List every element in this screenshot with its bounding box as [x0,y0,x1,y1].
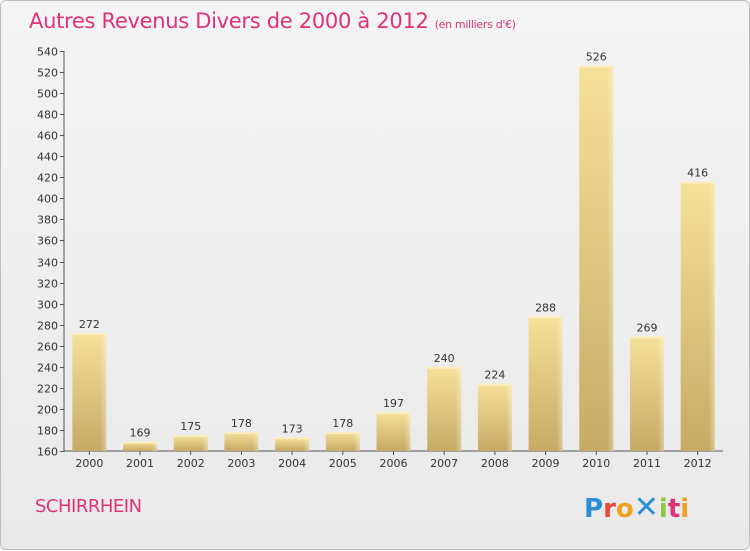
bar-highlight-2012 [708,181,715,452]
value-label-2007: 240 [434,352,455,365]
bar-2005 [325,432,360,451]
bar-2004 [275,437,310,451]
proxiti-logo: Pro✕iti [584,490,690,525]
x-tick-label-2008: 2008 [481,457,509,470]
bar-highlight-2006 [404,412,411,451]
bar-cap-2008 [477,383,512,386]
bar-cap-2009 [528,316,563,319]
bar-cap-2004 [275,437,310,440]
value-label-2003: 178 [231,417,252,430]
bar-highlight-2001 [151,441,158,451]
y-tick-label: 520 [37,67,58,80]
bar-cap-2005 [325,432,360,435]
bar-cap-2006 [376,412,411,415]
bar-cap-2003 [224,432,259,435]
bar-highlight-2007 [455,366,462,451]
y-tick-label: 420 [37,172,58,185]
value-label-2006: 197 [383,397,404,410]
x-tick-label-2010: 2010 [582,457,610,470]
bar-highlight-2003 [252,432,259,451]
y-tick-label: 180 [37,425,58,438]
value-label-2011: 269 [636,321,657,334]
y-tick-label: 400 [37,193,58,206]
x-tick-label-2004: 2004 [278,457,306,470]
bar-2001 [123,441,158,451]
bar-highlight-2011 [657,336,664,451]
commune-name: SCHIRRHEIN [35,496,142,517]
y-tick-label: 320 [37,278,58,291]
bar-highlight-2004 [303,437,310,451]
value-label-2001: 169 [130,427,151,440]
value-label-2010: 526 [586,51,607,64]
y-tick-label: 220 [37,383,58,396]
y-tick-label: 260 [37,341,58,354]
x-tick-label-2011: 2011 [633,457,661,470]
y-tick-label: 380 [37,214,58,227]
value-label-2012: 416 [687,167,708,180]
bar-cap-2000 [72,333,107,336]
value-label-2008: 224 [484,369,505,382]
x-tick-label-2001: 2001 [126,457,154,470]
x-tick-label-2005: 2005 [329,457,357,470]
x-tick-label-2007: 2007 [430,457,458,470]
y-tick-label: 360 [37,235,58,248]
bar-highlight-2010 [607,65,614,451]
y-tick-label: 540 [37,46,58,59]
chart-title: Autres Revenus Divers de 2000 à 2012 (en … [29,9,516,33]
bar-cap-2002 [173,435,208,438]
bar-highlight-2008 [505,383,512,451]
y-tick-label: 300 [37,299,58,312]
y-tick-label: 500 [37,88,58,101]
y-tick-label: 440 [37,151,58,164]
bar-2003 [224,432,259,451]
x-tick-label-2003: 2003 [227,457,255,470]
y-tick-label: 240 [37,362,58,375]
x-tick-label-2012: 2012 [684,457,712,470]
x-tick-label-2009: 2009 [532,457,560,470]
bar-highlight-2009 [556,316,563,451]
bar-cap-2012 [680,181,715,184]
value-label-2000: 272 [79,318,100,331]
bar-cap-2010 [579,65,614,68]
bar-highlight-2000 [100,333,107,451]
bar-cap-2007 [427,366,462,369]
bar-cap-2011 [629,336,664,339]
value-label-2002: 175 [180,420,201,433]
value-label-2005: 178 [332,417,353,430]
value-label-2009: 288 [535,301,556,314]
bar-highlight-2005 [353,432,360,451]
value-label-2004: 173 [282,422,303,435]
x-tick-label-2002: 2002 [177,457,205,470]
y-tick-label: 340 [37,257,58,270]
bar-highlight-2002 [201,435,208,451]
y-tick-label: 480 [37,109,58,122]
y-tick-label: 460 [37,130,58,143]
bar-2002 [173,435,208,451]
x-tick-label-2006: 2006 [380,457,408,470]
y-tick-label: 200 [37,404,58,417]
y-tick-label: 280 [37,320,58,333]
chart-subtitle: (en milliers d'€) [434,18,516,31]
x-tick-label-2000: 2000 [75,457,103,470]
y-tick-label: 160 [37,446,58,459]
chart-title-text: Autres Revenus Divers de 2000 à 2012 [29,9,429,33]
bar-cap-2001 [123,441,158,444]
